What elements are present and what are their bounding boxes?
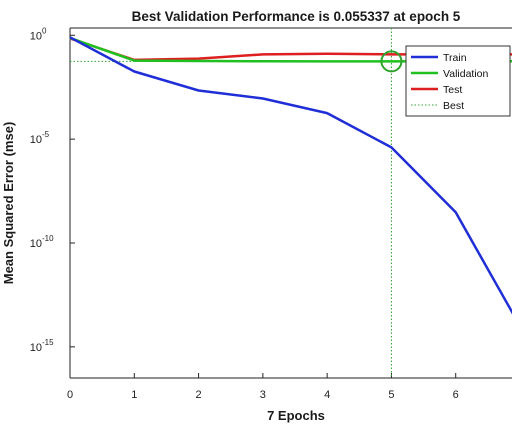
y-tick-label-base: 10 — [30, 30, 42, 42]
x-tick-label: 0 — [67, 389, 73, 401]
y-tick-label-base: 10 — [30, 238, 42, 250]
y-tick-label-base: 10 — [30, 342, 42, 354]
legend-label-best: Best — [443, 100, 464, 112]
y-axis-label: Mean Squared Error (mse) — [1, 122, 16, 285]
x-tick-label: 4 — [324, 389, 330, 401]
x-tick-label: 5 — [388, 389, 394, 401]
y-tick-label-exponent: -10 — [42, 234, 54, 243]
x-tick-label: 2 — [196, 389, 202, 401]
chart-title: Best Validation Performance is 0.055337 … — [132, 9, 461, 24]
legend-label-test: Test — [443, 84, 462, 96]
y-tick-label-exponent: -15 — [42, 338, 54, 347]
x-tick-label: 1 — [131, 389, 137, 401]
legend-label-validation: Validation — [443, 68, 488, 80]
series-line-train — [69, 36, 512, 315]
x-axis-label: 7 Epochs — [267, 408, 325, 423]
y-tick-label-base: 10 — [30, 134, 42, 146]
x-tick-label: 3 — [260, 389, 266, 401]
y-tick-label-exponent: 0 — [42, 26, 47, 35]
legend-label-train: Train — [443, 52, 467, 64]
x-tick-label: 6 — [453, 389, 459, 401]
y-tick-label-exponent: -5 — [42, 130, 50, 139]
best-marker — [380, 50, 403, 73]
legend: Train Validation Test Best — [405, 45, 511, 117]
